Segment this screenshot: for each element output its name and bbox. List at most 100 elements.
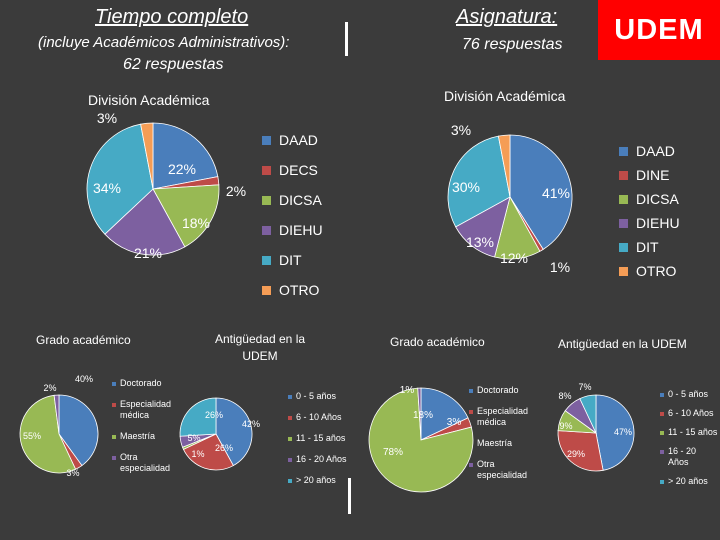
data-label: 8%	[558, 391, 571, 401]
data-label: 3%	[66, 468, 79, 478]
legend-item: OTRO	[619, 263, 680, 279]
data-label: 47%	[614, 427, 632, 437]
data-label: 21%	[134, 245, 162, 261]
legend-item: > 20 años	[660, 476, 718, 487]
data-label: 78%	[383, 447, 403, 458]
legend-swatch	[660, 450, 664, 454]
legend-label: 0 - 5 años	[296, 391, 337, 401]
legend-label: Otra especialidad	[477, 459, 528, 480]
legend-swatch	[469, 389, 473, 393]
legend-tc-division: DAAD DECS DICSA DIEHU DIT OTRO	[262, 132, 323, 298]
legend-label: DECS	[279, 162, 318, 178]
legend-item: Especialidad médica	[469, 406, 539, 428]
legend-swatch	[469, 410, 473, 414]
pie-slice	[215, 397, 253, 467]
pie-slice	[447, 135, 511, 228]
legend-swatch	[469, 463, 473, 467]
data-label: 7%	[578, 382, 591, 392]
legend-swatch	[262, 285, 271, 295]
legend-label: Doctorado	[120, 378, 162, 388]
legend-label: DIEHU	[636, 215, 680, 231]
legend-swatch	[660, 412, 664, 416]
legend-item: DIEHU	[619, 215, 680, 231]
legend-as-grado: Doctorado Especialidad médica Maestría Otra…	[469, 385, 539, 481]
legend-label: OTRO	[279, 282, 320, 298]
legend-as-division: DAAD DINE DICSA DIEHU DIT OTRO	[619, 143, 680, 279]
legend-label: DINE	[636, 167, 670, 183]
chart-title-tc-division: División Académica	[88, 92, 210, 108]
right-title: Asignatura:	[456, 6, 558, 28]
legend-swatch	[288, 416, 292, 420]
legend-swatch	[660, 480, 664, 484]
legend-label: 11 - 15 años	[668, 427, 718, 437]
legend-label: DIEHU	[279, 222, 323, 238]
pie-slice	[595, 394, 635, 471]
pie-slice	[19, 394, 77, 474]
legend-label: DAAD	[279, 132, 318, 148]
legend-label: OTRO	[636, 263, 677, 279]
data-label: 5%	[187, 433, 200, 443]
data-label: 41%	[542, 185, 570, 201]
legend-label: Especialidad médica	[477, 406, 529, 427]
legend-swatch	[262, 225, 271, 235]
left-subtitle: (incluye Académicos Administrativos):	[38, 34, 290, 51]
header-divider	[345, 22, 348, 56]
pie-slice	[417, 387, 422, 441]
chart-title-tc-antiguedad: Antigüedad en la UDEM	[214, 332, 306, 363]
legend-label: 0 - 5 años	[668, 389, 709, 399]
data-label: 29%	[567, 449, 585, 459]
legend-item: DICSA	[619, 191, 680, 207]
legend-label: DICSA	[636, 191, 679, 207]
legend-label: DICSA	[279, 192, 322, 208]
legend-item: 11 - 15 años	[660, 427, 718, 438]
legend-label: Maestría	[477, 438, 513, 448]
left-count: 62 respuestas	[123, 56, 224, 73]
legend-label: DIT	[279, 252, 302, 268]
pie-2: 40% 3% 55% 2%	[19, 374, 99, 478]
legend-swatch	[619, 170, 628, 180]
data-label: 42%	[242, 419, 260, 429]
legend-item: Doctorado	[112, 378, 182, 389]
legend-label: 6 - 10 Años	[296, 412, 342, 422]
legend-label: Especialidad médica	[120, 399, 172, 420]
legend-swatch	[112, 456, 116, 460]
legend-item: > 20 años	[288, 475, 348, 486]
pie-slice	[58, 394, 99, 467]
chart-title-as-antiguedad: Antigüedad en la UDEM	[558, 337, 687, 351]
pie-slice	[152, 184, 220, 248]
pie-3: 42% 26% 1% 5% 26%	[179, 397, 260, 471]
data-label: 3%	[97, 110, 117, 126]
data-label: 1%	[191, 449, 204, 459]
data-label: 22%	[168, 161, 196, 177]
data-label: 1%	[400, 385, 415, 396]
data-label: 26%	[205, 410, 223, 420]
pie-slice	[104, 188, 186, 256]
legend-item: 0 - 5 años	[288, 391, 348, 402]
legend-item: 6 - 10 Años	[288, 412, 348, 423]
data-label: 34%	[93, 180, 121, 196]
legend-item: Maestría	[112, 431, 182, 442]
legend-swatch	[288, 458, 292, 462]
pie-slice	[53, 394, 60, 435]
legend-swatch	[262, 165, 271, 175]
legend-item: Otra especialidad	[469, 459, 539, 481]
legend-swatch	[262, 255, 271, 265]
pie-5: 47% 29% 9% 8% 7%	[557, 382, 635, 472]
udem-logo: UDEM	[598, 0, 720, 60]
legend-swatch	[660, 431, 664, 435]
legend-label: DIT	[636, 239, 659, 255]
pie-4: 18% 3% 78% 1%	[368, 385, 474, 493]
pie-slice	[368, 387, 474, 493]
pie-1: 41% 1% 12% 13% 30% 3%	[447, 122, 573, 275]
legend-label: 6 - 10 Años	[668, 408, 714, 418]
pie-slice	[497, 134, 511, 198]
chart-title-tc-grado: Grado académico	[36, 333, 131, 347]
legend-item: 16 - 20 Años	[660, 446, 718, 468]
data-label: 3%	[447, 417, 462, 428]
pie-slice	[182, 433, 234, 471]
legend-item: Doctorado	[469, 385, 539, 396]
data-label: 3%	[451, 122, 471, 138]
legend-item: Especialidad médica	[112, 399, 182, 421]
legend-swatch	[619, 266, 628, 276]
data-label: 40%	[75, 374, 93, 384]
